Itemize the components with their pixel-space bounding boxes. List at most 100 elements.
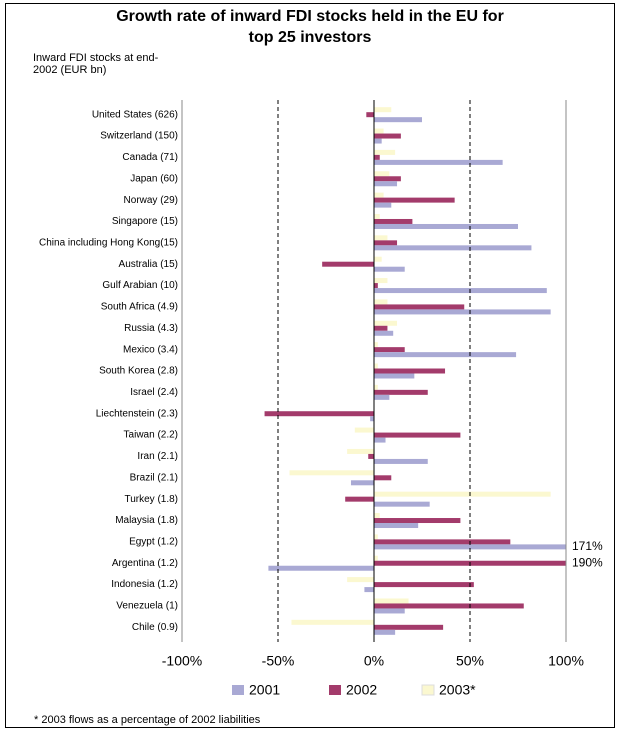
y-tick-label: Argentina (1.2) bbox=[112, 558, 178, 569]
y-tick-label: Canada (71) bbox=[122, 152, 178, 163]
bar bbox=[374, 534, 378, 540]
y-tick-label: Malaysia (1.8) bbox=[115, 515, 178, 526]
bar bbox=[268, 565, 374, 571]
bar bbox=[374, 107, 392, 113]
bar bbox=[374, 213, 380, 219]
x-tick-label: 0% bbox=[364, 653, 384, 669]
legend-swatch bbox=[232, 685, 244, 695]
bar bbox=[374, 544, 566, 550]
bar bbox=[374, 320, 398, 326]
bar bbox=[374, 309, 551, 315]
bar bbox=[374, 608, 405, 614]
y-tick-label: South Korea (2.8) bbox=[99, 366, 178, 377]
legend-label: 2001 bbox=[249, 682, 280, 698]
bar bbox=[291, 619, 374, 625]
y-tick-label: Japan (60) bbox=[130, 173, 178, 184]
y-tick-label: Indonesia (1.2) bbox=[111, 579, 178, 590]
footnote: * 2003 flows as a percentage of 2002 lia… bbox=[34, 714, 261, 726]
y-tick-label: Egypt (1.2) bbox=[129, 537, 178, 548]
y-tick-label: Mexico (3.4) bbox=[123, 344, 178, 355]
bar bbox=[374, 288, 547, 294]
bar bbox=[345, 496, 374, 502]
bar bbox=[374, 235, 388, 241]
x-tick-label: -100% bbox=[162, 653, 202, 669]
chart-title: Growth rate of inward FDI stocks held in… bbox=[116, 8, 504, 46]
bar bbox=[374, 218, 413, 224]
bar bbox=[374, 171, 390, 177]
bar bbox=[374, 555, 378, 561]
bar bbox=[264, 411, 374, 417]
bar bbox=[374, 304, 465, 310]
bar bbox=[374, 582, 474, 588]
y-tick-label: Singapore (15) bbox=[112, 216, 178, 227]
y-tick-label: Brazil (2.1) bbox=[130, 472, 178, 483]
bar bbox=[374, 432, 461, 438]
y-tick-label: Turkey (1.8) bbox=[124, 494, 178, 505]
bar bbox=[374, 330, 394, 336]
bar bbox=[374, 603, 524, 609]
bar bbox=[374, 458, 428, 464]
y-tick-label: Norway (29) bbox=[124, 195, 178, 206]
bar bbox=[374, 347, 405, 353]
bar bbox=[347, 448, 374, 454]
bar bbox=[374, 629, 396, 635]
bar bbox=[322, 261, 374, 267]
bar bbox=[374, 624, 444, 630]
legend-swatch bbox=[329, 685, 341, 695]
bar bbox=[374, 501, 430, 507]
bar bbox=[374, 598, 409, 604]
bar bbox=[374, 368, 446, 374]
bar bbox=[374, 128, 384, 134]
y-tick-label: South Africa (4.9) bbox=[101, 302, 178, 313]
bar bbox=[374, 518, 461, 524]
bar bbox=[374, 192, 384, 198]
data-label: 171% bbox=[572, 539, 603, 553]
bars bbox=[264, 107, 566, 635]
bar bbox=[374, 342, 378, 348]
bar bbox=[374, 138, 382, 144]
bar bbox=[374, 202, 392, 208]
legend-swatch bbox=[421, 684, 435, 696]
bar bbox=[374, 475, 392, 481]
bar bbox=[374, 256, 382, 262]
y-tick-label: Liechtenstein (2.3) bbox=[96, 408, 178, 419]
frame bbox=[5, 3, 615, 728]
bar bbox=[374, 491, 551, 497]
bar bbox=[374, 523, 419, 529]
y-tick-label: Iran (2.1) bbox=[137, 451, 178, 462]
y-tick-label: Switzerland (150) bbox=[100, 131, 178, 142]
y-tick-label: China including Hong Kong(15) bbox=[39, 237, 178, 248]
bar bbox=[374, 513, 380, 519]
bar bbox=[374, 283, 378, 289]
bar bbox=[374, 181, 398, 187]
bar bbox=[370, 416, 374, 422]
data-label: 190% bbox=[572, 555, 603, 569]
y-tick-label: United States (626) bbox=[92, 109, 178, 120]
bar bbox=[374, 363, 378, 369]
bar bbox=[374, 176, 401, 182]
bar bbox=[374, 352, 517, 358]
bar bbox=[374, 154, 380, 160]
axis-label: Inward FDI stocks at end-2002 (EUR bn) bbox=[33, 52, 159, 76]
x-tick-label: 100% bbox=[548, 653, 584, 669]
y-tick-label: Venezuela (1) bbox=[116, 601, 178, 612]
y-tick-label: Chile (0.9) bbox=[132, 622, 178, 633]
bar bbox=[374, 373, 415, 379]
bar bbox=[374, 394, 390, 400]
bar bbox=[364, 587, 374, 593]
bar bbox=[289, 470, 374, 476]
bar bbox=[374, 149, 396, 155]
bar bbox=[347, 577, 374, 583]
bar bbox=[374, 437, 386, 443]
bar bbox=[374, 197, 455, 203]
bar bbox=[368, 453, 374, 459]
bar bbox=[366, 112, 374, 118]
y-tick-label: Israel (2.4) bbox=[130, 387, 178, 398]
x-tick-label: -50% bbox=[262, 653, 295, 669]
x-tick-label: 50% bbox=[456, 653, 484, 669]
bar bbox=[374, 223, 518, 229]
bar bbox=[374, 539, 511, 545]
bar bbox=[374, 159, 503, 165]
